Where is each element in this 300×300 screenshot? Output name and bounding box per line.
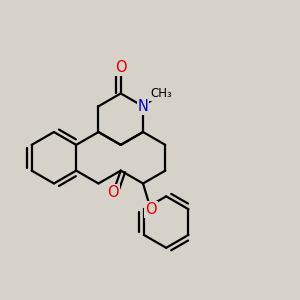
Text: O: O [145,202,157,217]
Text: N: N [138,99,148,114]
Text: O: O [107,185,119,200]
Text: CH₃: CH₃ [150,87,172,100]
Text: O: O [115,60,127,75]
